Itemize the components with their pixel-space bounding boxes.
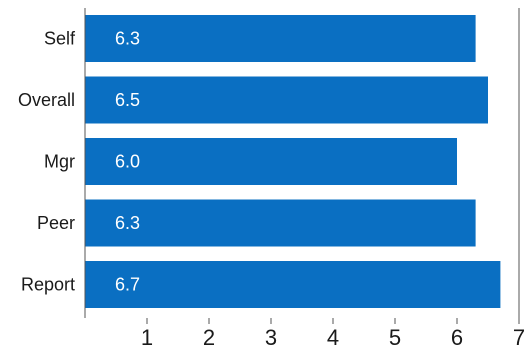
category-label-report: Report: [21, 275, 75, 295]
bar-mgr: [85, 138, 457, 185]
data-label-self: 6.3: [115, 29, 140, 49]
data-label-report: 6.7: [115, 275, 140, 295]
x-tick-label-3: 3: [265, 325, 277, 350]
bar-overall: [85, 76, 488, 124]
data-label-overall: 6.5: [115, 90, 140, 110]
bar-peer: [85, 199, 476, 247]
category-label-peer: Peer: [37, 213, 75, 233]
category-label-self: Self: [44, 29, 76, 49]
data-label-mgr: 6.0: [115, 152, 140, 172]
x-tick-label-7: 7: [513, 325, 525, 350]
category-label-overall: Overall: [18, 90, 75, 110]
bar-self: [85, 15, 476, 62]
x-tick-label-4: 4: [327, 325, 339, 350]
data-label-peer: 6.3: [115, 213, 140, 233]
bars-group: 6.3 6.5 6.0 6.3 6.7: [85, 15, 501, 308]
x-tick-label-5: 5: [389, 325, 401, 350]
x-tick-label-1: 1: [141, 325, 153, 350]
category-labels: Self Overall Mgr Peer Report: [18, 29, 76, 295]
tick-labels: 1 2 3 4 5 6 7: [141, 325, 525, 350]
axes-group: [84, 8, 520, 324]
bar-report: [85, 261, 501, 308]
category-label-mgr: Mgr: [44, 152, 75, 172]
x-tick-label-6: 6: [451, 325, 463, 350]
x-tick-label-2: 2: [203, 325, 215, 350]
